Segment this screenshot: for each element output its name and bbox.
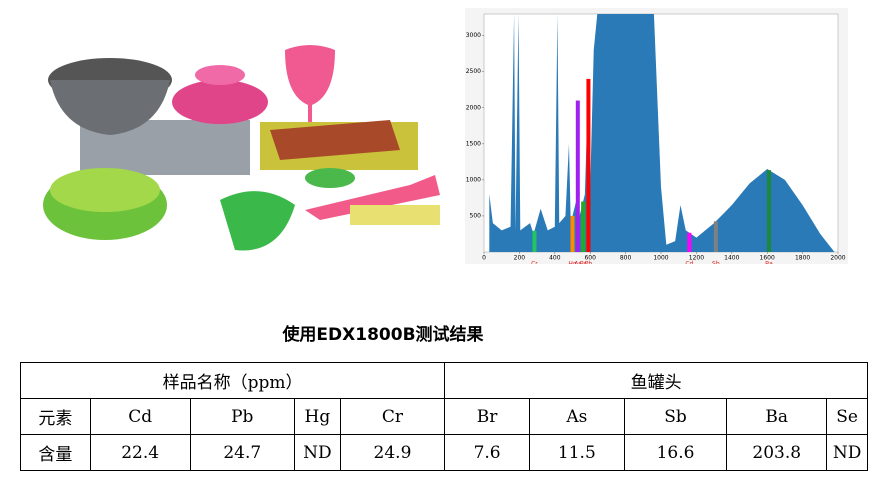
x-tick-label: 1400 [724, 255, 739, 262]
element-label: Pb [585, 261, 593, 265]
element-label: Hg [568, 261, 577, 265]
y-tick-label: 2500 [466, 68, 481, 75]
element-label: Br [580, 261, 587, 265]
x-tick-label: 1200 [689, 255, 704, 262]
element-marker [766, 170, 771, 252]
plot-clip [489, 14, 835, 252]
element-label: Ba [765, 261, 773, 265]
table-cell: 元素 [20, 398, 91, 435]
y-tick-label: 500 [470, 212, 482, 219]
table-header: 鱼罐头 [444, 362, 868, 399]
spectrum-area [489, 14, 835, 252]
table-cell: 24.7 [189, 434, 296, 471]
x-tick-label: 1000 [653, 255, 668, 262]
element-label: Cd [685, 261, 693, 265]
element-marker [713, 221, 718, 252]
table-cell: Se [826, 398, 868, 435]
table-cell: Cr [339, 398, 446, 435]
element-marker [532, 230, 537, 252]
spectrum-chart: 500 1000 1500 2000 2500 3000 0 200 400 600 800 1000… [465, 8, 848, 264]
table-cell: ND [294, 434, 341, 471]
x-tick-label: 200 [514, 255, 526, 262]
table-cell: 22.4 [89, 434, 191, 471]
table-cell: 7.6 [444, 434, 530, 471]
table-cell: Sb [623, 398, 728, 435]
element-marker [586, 78, 591, 252]
x-tick-label: 1800 [795, 255, 810, 262]
table-cell: As [528, 398, 625, 435]
table-cell: 203.8 [726, 434, 828, 471]
y-tick-label: 2000 [466, 104, 481, 111]
element-marker [687, 232, 692, 252]
element-marker [570, 215, 575, 252]
table-cell: 24.9 [339, 434, 446, 471]
x-tick-label: 2000 [830, 255, 845, 262]
table-row: 元素 Cd Pb Hg Cr Br As Sb Ba Se [20, 398, 868, 435]
y-tick-label: 1500 [466, 140, 481, 147]
element-marker [575, 100, 580, 252]
x-tick-label: 800 [620, 255, 632, 262]
result-table: 样品名称（ppm） 鱼罐头 元素 Cd Pb Hg Cr Br As Sb Ba Se 含量 22.… [19, 362, 868, 471]
table-cell: Hg [294, 398, 341, 435]
table-cell: Cd [89, 398, 191, 435]
table-cell: 16.6 [623, 434, 728, 471]
y-tick-label: 3000 [466, 32, 481, 39]
element-label: Cr [531, 261, 538, 265]
table-cell: 11.5 [528, 434, 625, 471]
y-tick-label: 1000 [466, 176, 481, 183]
x-tick-label: 400 [549, 255, 561, 262]
x-tick-label: 0 [482, 255, 486, 262]
table-cell: ND [826, 434, 868, 471]
table-cell: Pb [189, 398, 296, 435]
caption: 使用EDX1800B测试结果 [282, 325, 484, 345]
element-label: Sb [712, 261, 720, 265]
table-cell: Br [444, 398, 530, 435]
element-marker [581, 201, 586, 252]
x-tick-label: 600 [584, 255, 596, 262]
table-cell: Ba [726, 398, 828, 435]
table-cell: 含量 [20, 434, 91, 471]
x-tick-label: 1600 [760, 255, 775, 262]
product-photo [43, 45, 440, 251]
table-row: 含量 22.4 24.7 ND 24.9 7.6 11.5 16.6 203.8 ND [20, 434, 868, 471]
element-label: As [574, 261, 581, 265]
table-header: 样品名称（ppm） [19, 362, 446, 399]
